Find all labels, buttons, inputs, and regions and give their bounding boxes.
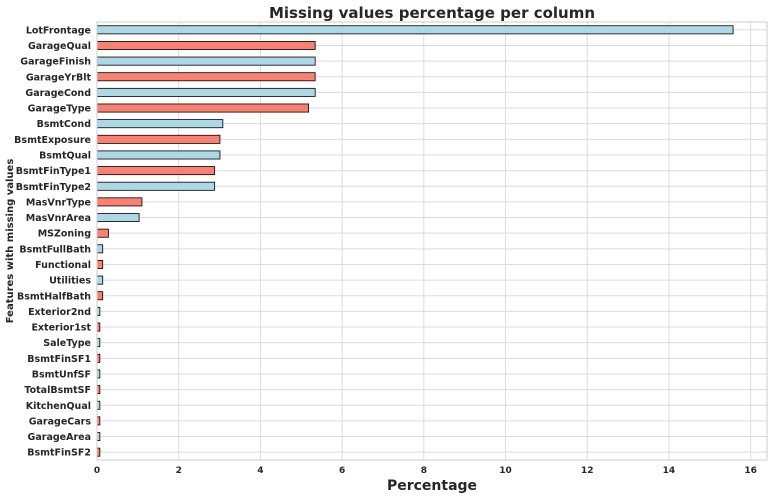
bar-GarageType <box>96 103 310 113</box>
bar-LotFrontage <box>96 25 734 35</box>
x-tick-label: 14 <box>663 466 676 476</box>
x-tick-label: 10 <box>499 466 512 476</box>
category-label: BsmtHalfBath <box>17 291 91 302</box>
bar-MasVnrArea <box>96 213 140 223</box>
category-label: KitchenQual <box>26 401 91 412</box>
category-label: MasVnrType <box>26 197 91 208</box>
category-label: BsmtExposure <box>14 135 91 146</box>
bar-GarageQual <box>96 40 316 50</box>
category-label: BsmtFinType1 <box>16 166 91 177</box>
x-tick-label: 2 <box>176 466 182 476</box>
bar-GarageFinish <box>96 56 316 66</box>
x-tick-labels: 0 2 4 6 8 10 12 14 16 <box>94 466 757 476</box>
bar-GarageCond <box>96 87 316 97</box>
category-label: BsmtFinType2 <box>16 182 91 193</box>
category-label: MasVnrArea <box>26 213 91 224</box>
category-label: MSZoning <box>38 229 91 240</box>
category-label: Exterior1st <box>31 323 91 334</box>
category-label: GarageCars <box>29 416 92 427</box>
category-label: GarageFinish <box>20 57 91 68</box>
y-axis-label: Features with missing values <box>5 159 16 324</box>
bar-BsmtQual <box>96 150 221 160</box>
category-label: Functional <box>35 260 91 271</box>
x-tick-label: 0 <box>94 466 100 476</box>
x-tick-label: 12 <box>581 466 594 476</box>
category-label: Exterior2nd <box>28 307 91 318</box>
bar-Functional <box>96 259 104 269</box>
bar-BsmtFullBath <box>96 244 104 254</box>
category-label: GarageQual <box>28 41 91 52</box>
bar-MSZoning <box>96 228 109 238</box>
bar-BsmtHalfBath <box>96 291 104 301</box>
category-label: GarageType <box>28 104 91 115</box>
bars <box>96 25 734 457</box>
x-tick-label: 4 <box>257 466 263 476</box>
category-label: GarageYrBlt <box>26 72 92 83</box>
bar-BsmtFinType1 <box>96 166 216 176</box>
bar-BsmtExposure <box>96 134 221 144</box>
x-tick-label: 16 <box>744 466 757 476</box>
category-label: BsmtQual <box>39 150 91 161</box>
plot-frame <box>96 21 768 461</box>
category-label: LotFrontage <box>26 25 91 36</box>
chart-title: Missing values percentage per column <box>269 4 595 22</box>
category-label: BsmtFinSF1 <box>27 354 91 365</box>
x-tick-label: 8 <box>421 466 427 476</box>
bar-BsmtCond <box>96 119 224 129</box>
category-label: BsmtCond <box>37 119 91 130</box>
plot-background <box>97 22 767 460</box>
category-label: GarageArea <box>28 432 91 443</box>
x-axis-label: Percentage <box>387 478 477 494</box>
bar-MasVnrType <box>96 197 143 207</box>
category-label: GarageCond <box>25 88 91 99</box>
category-label: Utilities <box>49 276 91 287</box>
bar-Utilities <box>96 275 104 285</box>
category-label: BsmtFullBath <box>19 244 91 255</box>
category-label: SaleType <box>43 338 91 349</box>
category-label: TotalBsmtSF <box>24 385 91 396</box>
x-tick-label: 6 <box>339 466 345 476</box>
category-labels: LotFrontage GarageQual GarageFinish GarageY… <box>14 25 91 458</box>
category-label: BsmtFinSF2 <box>27 448 91 459</box>
bar-GarageYrBlt <box>96 72 316 82</box>
bar-BsmtFinType2 <box>96 181 216 191</box>
category-label: BsmtUnfSF <box>32 369 91 380</box>
